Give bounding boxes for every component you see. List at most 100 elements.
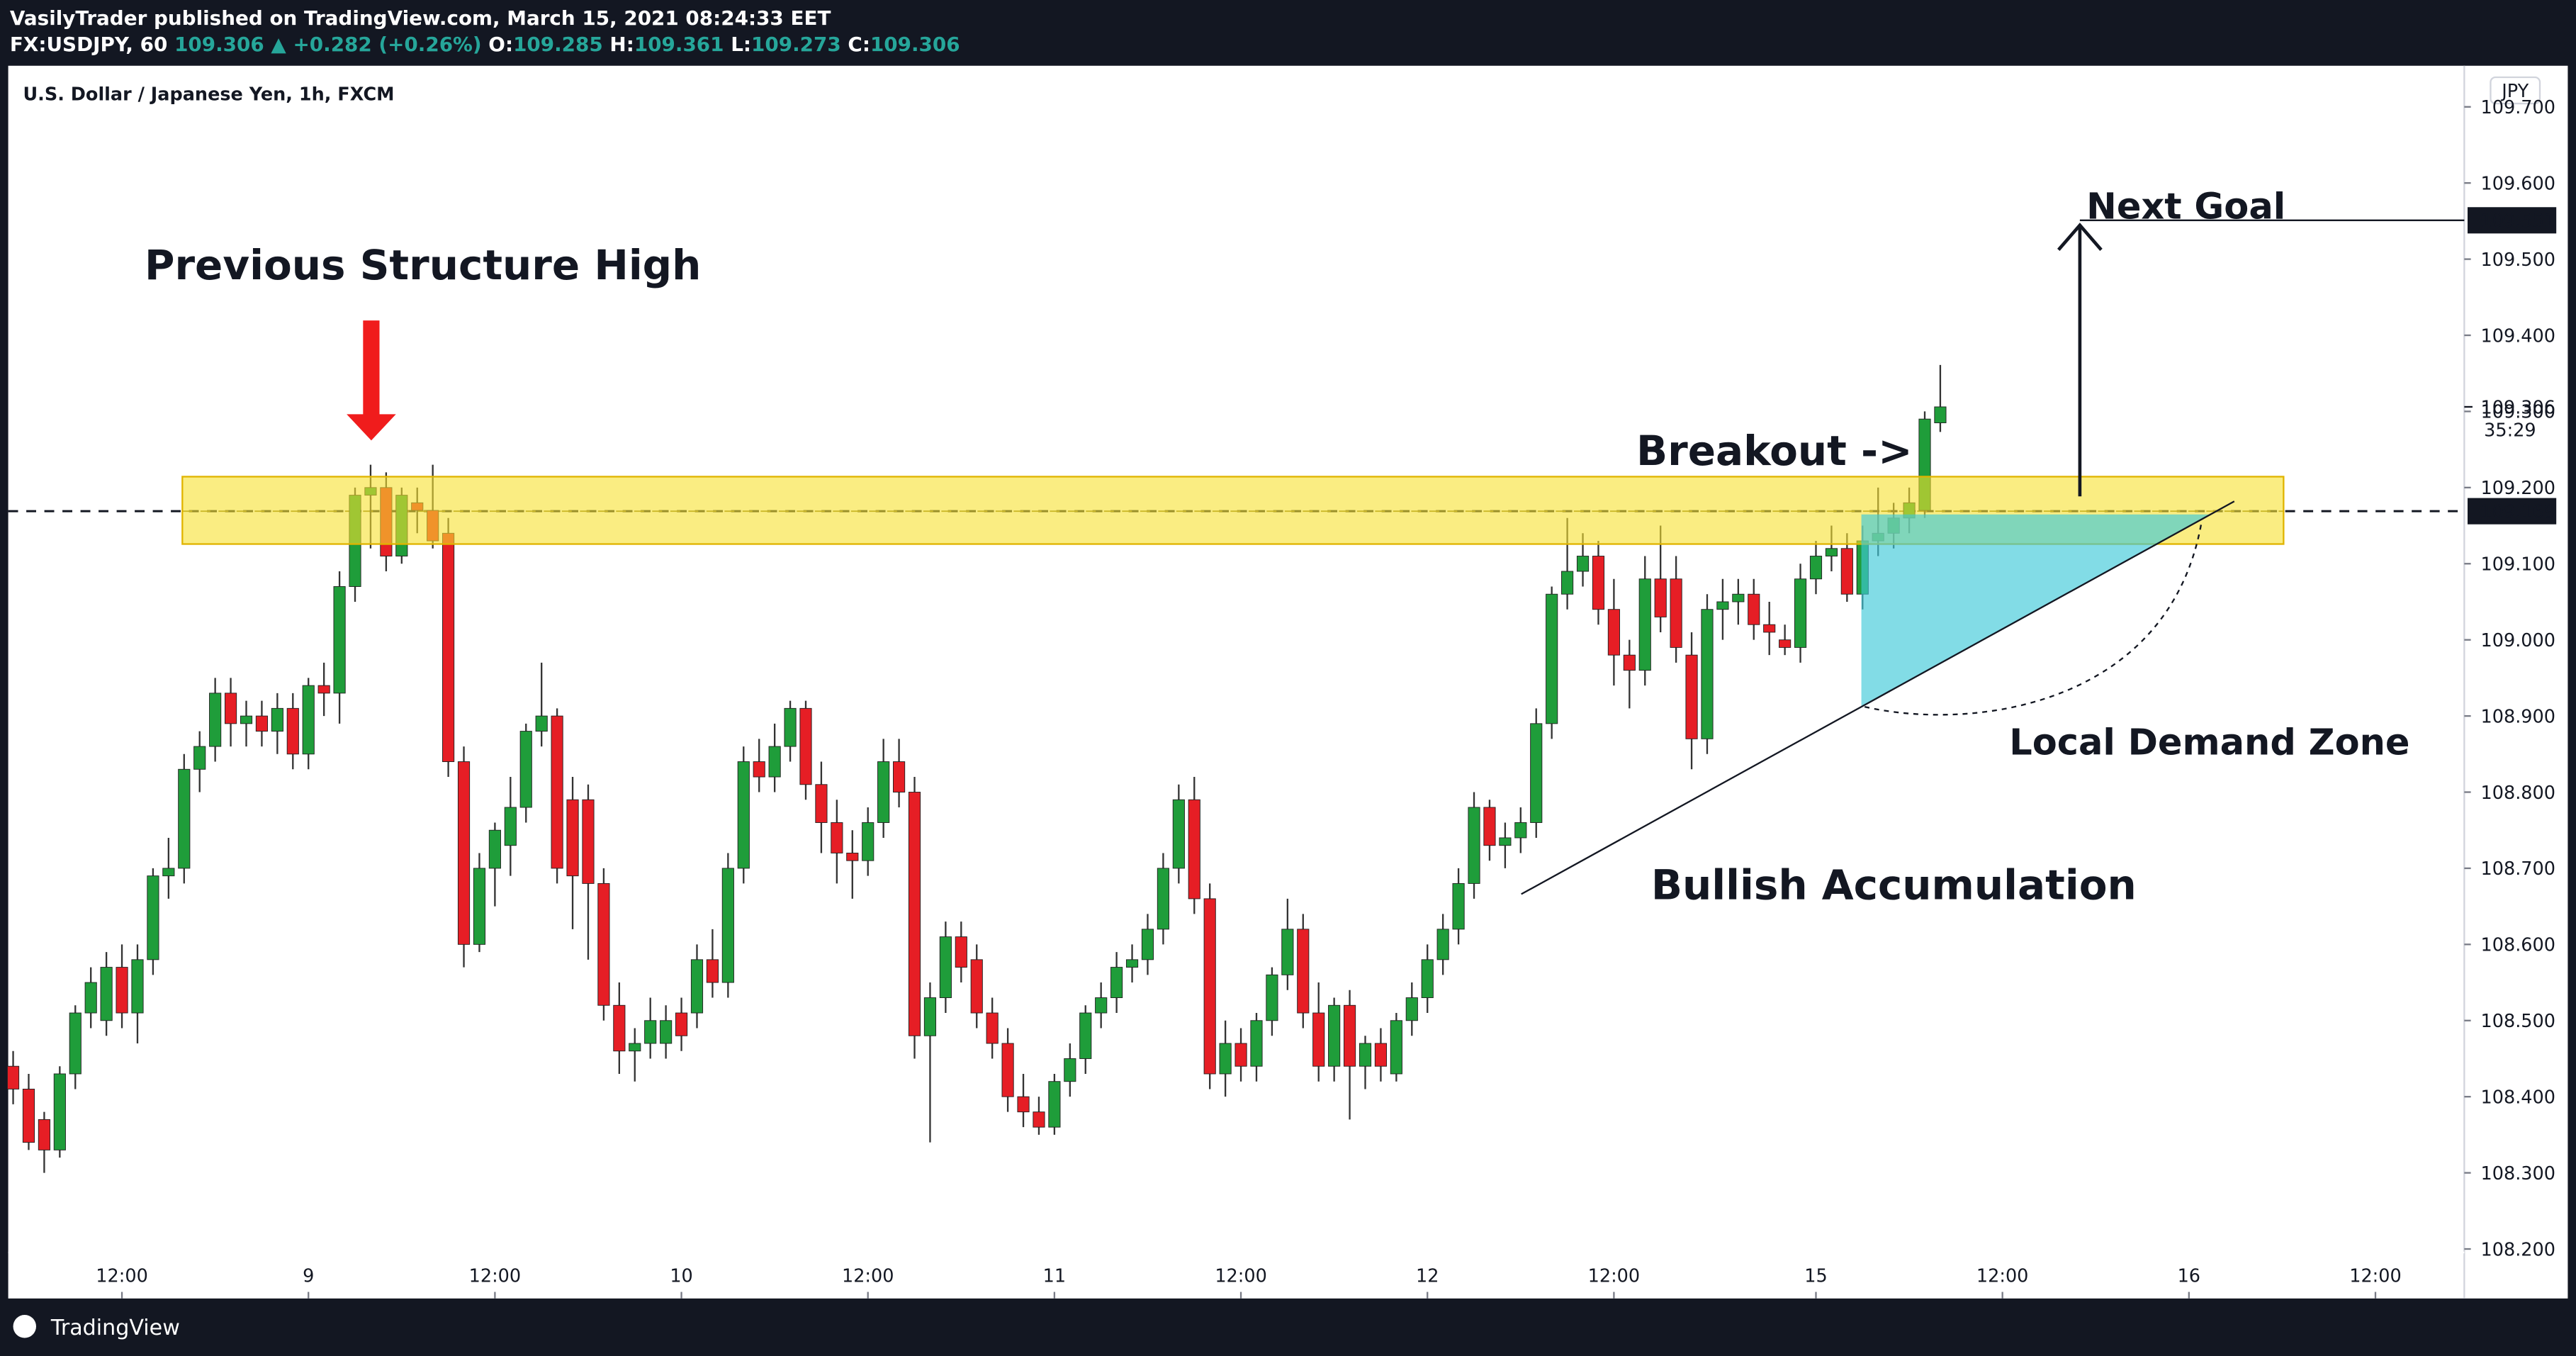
candle-body (1343, 1004, 1356, 1067)
candle-body (1825, 548, 1838, 556)
y-tick-label: 109.400 (2481, 325, 2555, 347)
candle-body (1125, 959, 1139, 968)
candle-body (1546, 593, 1558, 724)
candle-body (955, 936, 967, 968)
x-tick-label: 15 (1804, 1266, 1827, 1287)
candle-body (908, 792, 921, 1036)
candle-body (862, 822, 874, 861)
countdown: 35:29 (2484, 420, 2536, 442)
candle-body (1716, 601, 1729, 610)
trend-line (1521, 500, 2235, 895)
candle-body (1250, 1020, 1263, 1067)
drawings (181, 223, 2285, 895)
candle-body (1452, 882, 1465, 930)
candle-body (1654, 578, 1667, 617)
candle-body (737, 761, 750, 869)
price-label-box (2467, 207, 2557, 234)
footer-logo: TradingView (13, 1315, 180, 1340)
close-label: C: (848, 33, 870, 56)
candle-body (1763, 624, 1776, 633)
candle-body (1809, 556, 1823, 580)
candle-body (1297, 929, 1310, 1014)
chart-title: U.S. Dollar / Japanese Yen, 1h, FXCM (23, 84, 394, 105)
candle-body (53, 1073, 66, 1150)
candle-body (597, 882, 610, 1006)
red-arrow (347, 320, 396, 441)
y-tick-label: 108.500 (2481, 1011, 2555, 1032)
y-tick-label: 109.700 (2481, 97, 2555, 118)
candle-body (473, 868, 486, 945)
currency: JPY (2500, 81, 2529, 102)
price-label: 109.169 (2481, 501, 2555, 522)
candle-body (613, 1004, 626, 1052)
candle-body (209, 693, 222, 747)
candle-body (271, 707, 283, 732)
candle-body (1670, 578, 1682, 648)
x-tick-label: 9 (303, 1266, 314, 1287)
price-label-box (2467, 498, 2557, 525)
candle-body (116, 967, 128, 1014)
candle-body (1312, 1012, 1325, 1067)
candle-body (178, 768, 191, 869)
candle-body (504, 807, 517, 846)
x-tick-label: 12:00 (469, 1266, 521, 1287)
candle-body (1079, 1012, 1092, 1059)
candle-body (675, 1012, 688, 1036)
x-tick-label: 10 (670, 1266, 692, 1287)
y-tick-label: 108.400 (2481, 1087, 2555, 1108)
x-tick-label: 11 (1043, 1266, 1066, 1287)
footer-brand: TradingView (50, 1316, 180, 1340)
candle-body (1017, 1096, 1030, 1113)
demand-curve (1864, 522, 2203, 716)
x-tick-label: 12 (1416, 1266, 1439, 1287)
candle-body (333, 586, 346, 694)
candle-body (721, 868, 734, 983)
candle-body (970, 959, 983, 1014)
candle-body (1281, 929, 1294, 975)
breakout-label: Breakout -> (1636, 427, 1913, 475)
candle-body (131, 959, 144, 1014)
published-line: VasilyTrader published on TradingView.co… (10, 6, 831, 30)
candle-body (1530, 723, 1543, 823)
y-tick-label: 108.700 (2481, 858, 2555, 880)
candle-body (162, 868, 175, 877)
candle-body (1033, 1111, 1045, 1128)
symbol: FX:USDJPY, 60 (10, 33, 167, 56)
candle-body (1483, 807, 1496, 846)
candle-body (690, 959, 704, 1014)
candle-body (799, 707, 812, 785)
candle-body (1266, 974, 1278, 1021)
structure-label: Previous Structure High (145, 241, 701, 289)
candle-body (877, 761, 890, 823)
candle-body (1374, 1043, 1388, 1067)
demand-label: Local Demand Zone (2009, 722, 2409, 763)
candle-body (488, 829, 501, 869)
y-tick-label: 108.200 (2481, 1239, 2555, 1260)
candle-body (784, 707, 797, 747)
candle-body (939, 936, 952, 999)
candle-body (519, 731, 532, 808)
candle-body (1203, 898, 1216, 1075)
candle-body (1748, 593, 1760, 625)
candle-body (551, 715, 563, 869)
candle-body (224, 693, 237, 724)
currency-box (2490, 76, 2541, 105)
candle-body (1468, 807, 1480, 884)
candle-body (1436, 929, 1449, 960)
candle-body (1390, 1020, 1402, 1075)
candle-body (1607, 609, 1620, 656)
candle-body (660, 1020, 673, 1044)
candle-body (1048, 1081, 1061, 1128)
y-tick-label: 109.600 (2481, 173, 2555, 194)
open-label: O: (488, 33, 513, 56)
candle-body (1001, 1043, 1014, 1097)
candle-body (147, 875, 159, 960)
low: 109.273 (751, 33, 841, 56)
candle-body (893, 761, 906, 792)
candle-body (1234, 1043, 1247, 1067)
candle-body (1779, 639, 1792, 648)
candle-body (831, 822, 843, 853)
candle-body (1141, 929, 1154, 960)
candle-body (923, 997, 937, 1036)
candle-body (255, 715, 269, 732)
